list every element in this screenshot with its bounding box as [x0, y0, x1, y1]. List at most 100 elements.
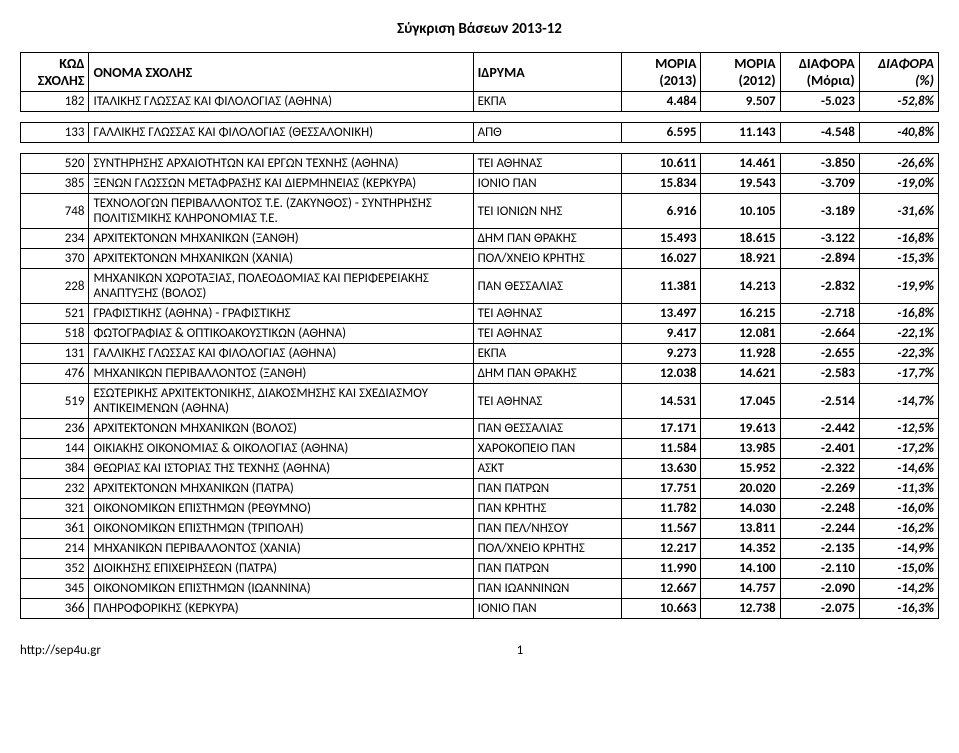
cell-name: ΜΗΧΑΝΙΚΩΝ ΧΩΡΟΤΑΞΙΑΣ, ΠΟΛΕΟΔΟΜΙΑΣ ΚΑΙ ΠΕ… [89, 269, 473, 304]
cell-diff: -2.583 [780, 364, 859, 384]
cell-moria13: 4.484 [622, 92, 701, 112]
cell-moria13: 12.217 [622, 539, 701, 559]
table-row: 228ΜΗΧΑΝΙΚΩΝ ΧΩΡΟΤΑΞΙΑΣ, ΠΟΛΕΟΔΟΜΙΑΣ ΚΑΙ… [21, 269, 939, 304]
cell-moria12: 15.952 [701, 459, 780, 479]
cell-moria12: 10.105 [701, 194, 780, 229]
cell-diff: -2.718 [780, 304, 859, 324]
cell-name: ΟΙΚΟΝΟΜΙΚΩΝ ΕΠΙΣΤΗΜΩΝ (ΤΡΙΠΟΛΗ) [89, 519, 473, 539]
cell-pct: -19,9% [859, 269, 938, 304]
cell-code: 232 [21, 479, 89, 499]
cell-pct: -17,2% [859, 439, 938, 459]
table-row: 345ΟΙΚΟΝΟΜΙΚΩΝ ΕΠΙΣΤΗΜΩΝ (ΙΩΑΝΝΙΝΑ)ΠΑΝ Ι… [21, 579, 939, 599]
cell-diff: -4.548 [780, 123, 859, 143]
cell-pct: -16,3% [859, 599, 938, 619]
cell-inst: ΠΟΛ/ΧΝΕΙΟ ΚΡΗΤΗΣ [473, 539, 622, 559]
cell-diff: -2.655 [780, 344, 859, 364]
cell-moria13: 10.611 [622, 154, 701, 174]
cell-moria13: 6.916 [622, 194, 701, 229]
cell-pct: -26,6% [859, 154, 938, 174]
cell-code: 144 [21, 439, 89, 459]
cell-moria13: 11.381 [622, 269, 701, 304]
cell-moria12: 12.738 [701, 599, 780, 619]
cell-code: 345 [21, 579, 89, 599]
cell-moria12: 14.100 [701, 559, 780, 579]
cell-moria12: 19.543 [701, 174, 780, 194]
cell-pct: -16,8% [859, 304, 938, 324]
cell-code: 236 [21, 419, 89, 439]
cell-name: ΞΕΝΩΝ ΓΛΩΣΣΩΝ ΜΕΤΑΦΡΑΣΗΣ ΚΑΙ ΔΙΕΡΜΗΝΕΙΑΣ… [89, 174, 473, 194]
cell-code: 321 [21, 499, 89, 519]
spacer-row [21, 143, 939, 154]
cell-pct: -14,7% [859, 384, 938, 419]
cell-inst: ΠΑΝ ΠΑΤΡΩΝ [473, 559, 622, 579]
cell-inst: ΠΑΝ ΠΑΤΡΩΝ [473, 479, 622, 499]
cell-inst: ΔΗΜ ΠΑΝ ΘΡΑΚΗΣ [473, 229, 622, 249]
spacer-cell [21, 143, 939, 154]
cell-moria13: 6.595 [622, 123, 701, 143]
cell-inst: ΤΕΙ ΙΟΝΙΩΝ ΝΗΣ [473, 194, 622, 229]
cell-code: 234 [21, 229, 89, 249]
cell-inst: ΕΚΠΑ [473, 344, 622, 364]
spacer-cell [21, 112, 939, 123]
cell-name: ΠΛΗΡΟΦΟΡΙΚΗΣ (ΚΕΡΚΥΡΑ) [89, 599, 473, 619]
cell-pct: -11,3% [859, 479, 938, 499]
cell-pct: -14,6% [859, 459, 938, 479]
col-header-pct: ΔΙΑΦΟΡΑ (%) [859, 53, 938, 92]
cell-code: 748 [21, 194, 89, 229]
cell-diff: -2.090 [780, 579, 859, 599]
cell-moria12: 9.507 [701, 92, 780, 112]
cell-pct: -14,2% [859, 579, 938, 599]
cell-code: 384 [21, 459, 89, 479]
cell-name: ΑΡΧΙΤΕΚΤΟΝΩΝ ΜΗΧΑΝΙΚΩΝ (ΧΑΝΙΑ) [89, 249, 473, 269]
cell-name: ΤΕΧΝΟΛΟΓΩΝ ΠΕΡΙΒΑΛΛΟΝΤΟΣ Τ.Ε. (ΖΑΚΥΝΘΟΣ)… [89, 194, 473, 229]
cell-inst: ΑΣΚΤ [473, 459, 622, 479]
cell-code: 352 [21, 559, 89, 579]
cell-diff: -2.135 [780, 539, 859, 559]
cell-name: ΑΡΧΙΤΕΚΤΟΝΩΝ ΜΗΧΑΝΙΚΩΝ (ΠΑΤΡΑ) [89, 479, 473, 499]
cell-name: ΕΣΩΤΕΡΙΚΗΣ ΑΡΧΙΤΕΚΤΟΝΙΚΗΣ, ΔΙΑΚΟΣΜΗΣΗΣ Κ… [89, 384, 473, 419]
cell-pct: -40,8% [859, 123, 938, 143]
cell-inst: ΠΑΝ ΠΕΛ/ΝΗΣΟΥ [473, 519, 622, 539]
cell-code: 518 [21, 324, 89, 344]
data-table: ΚΩΔ ΣΧΟΛΗΣ ΟΝΟΜΑ ΣΧΟΛΗΣ ΙΔΡΥΜΑ ΜΟΡΙΑ (20… [20, 52, 939, 619]
cell-moria13: 15.834 [622, 174, 701, 194]
cell-moria12: 19.613 [701, 419, 780, 439]
cell-inst: ΠΟΛ/ΧΝΕΙΟ ΚΡΗΤΗΣ [473, 249, 622, 269]
cell-name: ΓΑΛΛΙΚΗΣ ΓΛΩΣΣΑΣ ΚΑΙ ΦΙΛΟΛΟΓΙΑΣ (ΘΕΣΣΑΛΟ… [89, 123, 473, 143]
header-row: ΚΩΔ ΣΧΟΛΗΣ ΟΝΟΜΑ ΣΧΟΛΗΣ ΙΔΡΥΜΑ ΜΟΡΙΑ (20… [21, 53, 939, 92]
cell-moria13: 9.417 [622, 324, 701, 344]
cell-name: ΑΡΧΙΤΕΚΤΟΝΩΝ ΜΗΧΑΝΙΚΩΝ (ΒΟΛΟΣ) [89, 419, 473, 439]
cell-moria13: 14.531 [622, 384, 701, 419]
cell-moria12: 18.921 [701, 249, 780, 269]
cell-diff: -2.401 [780, 439, 859, 459]
table-row: 182ΙΤΑΛΙΚΗΣ ΓΛΩΣΣΑΣ ΚΑΙ ΦΙΛΟΛΟΓΙΑΣ (ΑΘΗΝ… [21, 92, 939, 112]
table-row: 520ΣΥΝΤΗΡΗΣΗΣ ΑΡΧΑΙΟΤΗΤΩΝ ΚΑΙ ΕΡΓΩΝ ΤΕΧΝ… [21, 154, 939, 174]
col-header-name: ΟΝΟΜΑ ΣΧΟΛΗΣ [89, 53, 473, 92]
cell-inst: ΔΗΜ ΠΑΝ ΘΡΑΚΗΣ [473, 364, 622, 384]
cell-moria12: 16.215 [701, 304, 780, 324]
footer-page-number: 1 [101, 643, 939, 658]
cell-moria12: 20.020 [701, 479, 780, 499]
cell-diff: -2.269 [780, 479, 859, 499]
cell-pct: -17,7% [859, 364, 938, 384]
cell-diff: -5.023 [780, 92, 859, 112]
table-row: 133ΓΑΛΛΙΚΗΣ ΓΛΩΣΣΑΣ ΚΑΙ ΦΙΛΟΛΟΓΙΑΣ (ΘΕΣΣ… [21, 123, 939, 143]
cell-code: 133 [21, 123, 89, 143]
cell-moria13: 11.567 [622, 519, 701, 539]
cell-moria13: 13.497 [622, 304, 701, 324]
cell-moria12: 14.757 [701, 579, 780, 599]
cell-moria13: 16.027 [622, 249, 701, 269]
cell-diff: -2.110 [780, 559, 859, 579]
cell-name: ΔΙΟΙΚΗΣΗΣ ΕΠΙΧΕΙΡΗΣΕΩΝ (ΠΑΤΡΑ) [89, 559, 473, 579]
table-row: 214ΜΗΧΑΝΙΚΩΝ ΠΕΡΙΒΑΛΛΟΝΤΟΣ (ΧΑΝΙΑ)ΠΟΛ/ΧΝ… [21, 539, 939, 559]
cell-moria12: 18.615 [701, 229, 780, 249]
col-header-moria12: ΜΟΡΙΑ (2012) [701, 53, 780, 92]
cell-moria13: 9.273 [622, 344, 701, 364]
cell-moria13: 11.584 [622, 439, 701, 459]
cell-code: 521 [21, 304, 89, 324]
cell-name: ΟΙΚΟΝΟΜΙΚΩΝ ΕΠΙΣΤΗΜΩΝ (ΙΩΑΝΝΙΝΑ) [89, 579, 473, 599]
table-row: 144ΟΙΚΙΑΚΗΣ ΟΙΚΟΝΟΜΙΑΣ & ΟΙΚΟΛΟΓΙΑΣ (ΑΘΗ… [21, 439, 939, 459]
cell-inst: ΠΑΝ ΘΕΣΣΑΛΙΑΣ [473, 419, 622, 439]
cell-pct: -14,9% [859, 539, 938, 559]
cell-moria12: 14.213 [701, 269, 780, 304]
